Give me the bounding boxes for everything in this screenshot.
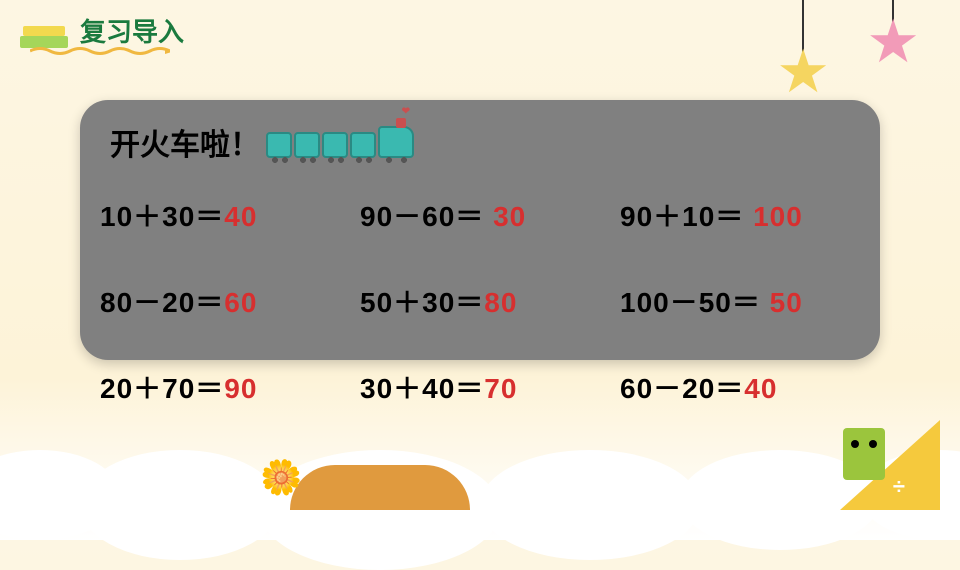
hanging-star-pink: ★	[866, 0, 920, 67]
answer: 40	[224, 201, 257, 232]
header: 复习导入	[20, 12, 184, 49]
train-car	[322, 132, 348, 158]
equation: 80－20＝60	[100, 281, 360, 321]
answer: 100	[753, 201, 803, 232]
expr: 90＋10＝	[620, 201, 753, 232]
expr: 50＋30＝	[360, 287, 484, 318]
expr: 100－50＝	[620, 287, 770, 318]
smoke-icon: ❤	[402, 106, 410, 117]
expr: 10＋30＝	[100, 201, 224, 232]
answer: 60	[224, 287, 257, 318]
train-car	[294, 132, 320, 158]
hanging-star-yellow: ★	[776, 0, 830, 97]
equation: 100－50＝ 50	[620, 281, 880, 321]
card-title-row: 开火车啦！ ❤	[110, 120, 850, 164]
wave-underline	[30, 46, 170, 56]
equation: 90＋10＝ 100	[620, 195, 880, 235]
ruler-character: ÷	[820, 400, 940, 510]
flower-icon: 🌼	[260, 458, 302, 498]
expr: 90－60＝	[360, 201, 493, 232]
equation: 50＋30＝80	[360, 281, 620, 321]
train-car	[350, 132, 376, 158]
cloud	[480, 450, 700, 560]
answer: 80	[484, 287, 517, 318]
card-title: 开火车啦！	[110, 120, 260, 164]
answer: 30	[493, 201, 526, 232]
book-character-icon	[843, 428, 885, 480]
divide-icon: ÷	[893, 474, 905, 500]
books-icon	[20, 13, 70, 48]
train-icon: ❤	[266, 126, 414, 158]
train-car	[266, 132, 292, 158]
equation: 90－60＝ 30	[360, 195, 620, 235]
expr: 80－20＝	[100, 287, 224, 318]
answer: 50	[770, 287, 803, 318]
hill	[290, 465, 470, 510]
clouds	[0, 400, 960, 520]
header-title: 复习导入	[80, 12, 184, 49]
cloud	[80, 450, 280, 560]
equations-grid: 10＋30＝40 90－60＝ 30 90＋10＝ 100 80－20＝60 5…	[100, 195, 880, 407]
train-engine: ❤	[378, 126, 414, 158]
star-icon: ★	[866, 17, 920, 67]
equation: 10＋30＝40	[100, 195, 360, 235]
star-icon: ★	[776, 47, 830, 97]
